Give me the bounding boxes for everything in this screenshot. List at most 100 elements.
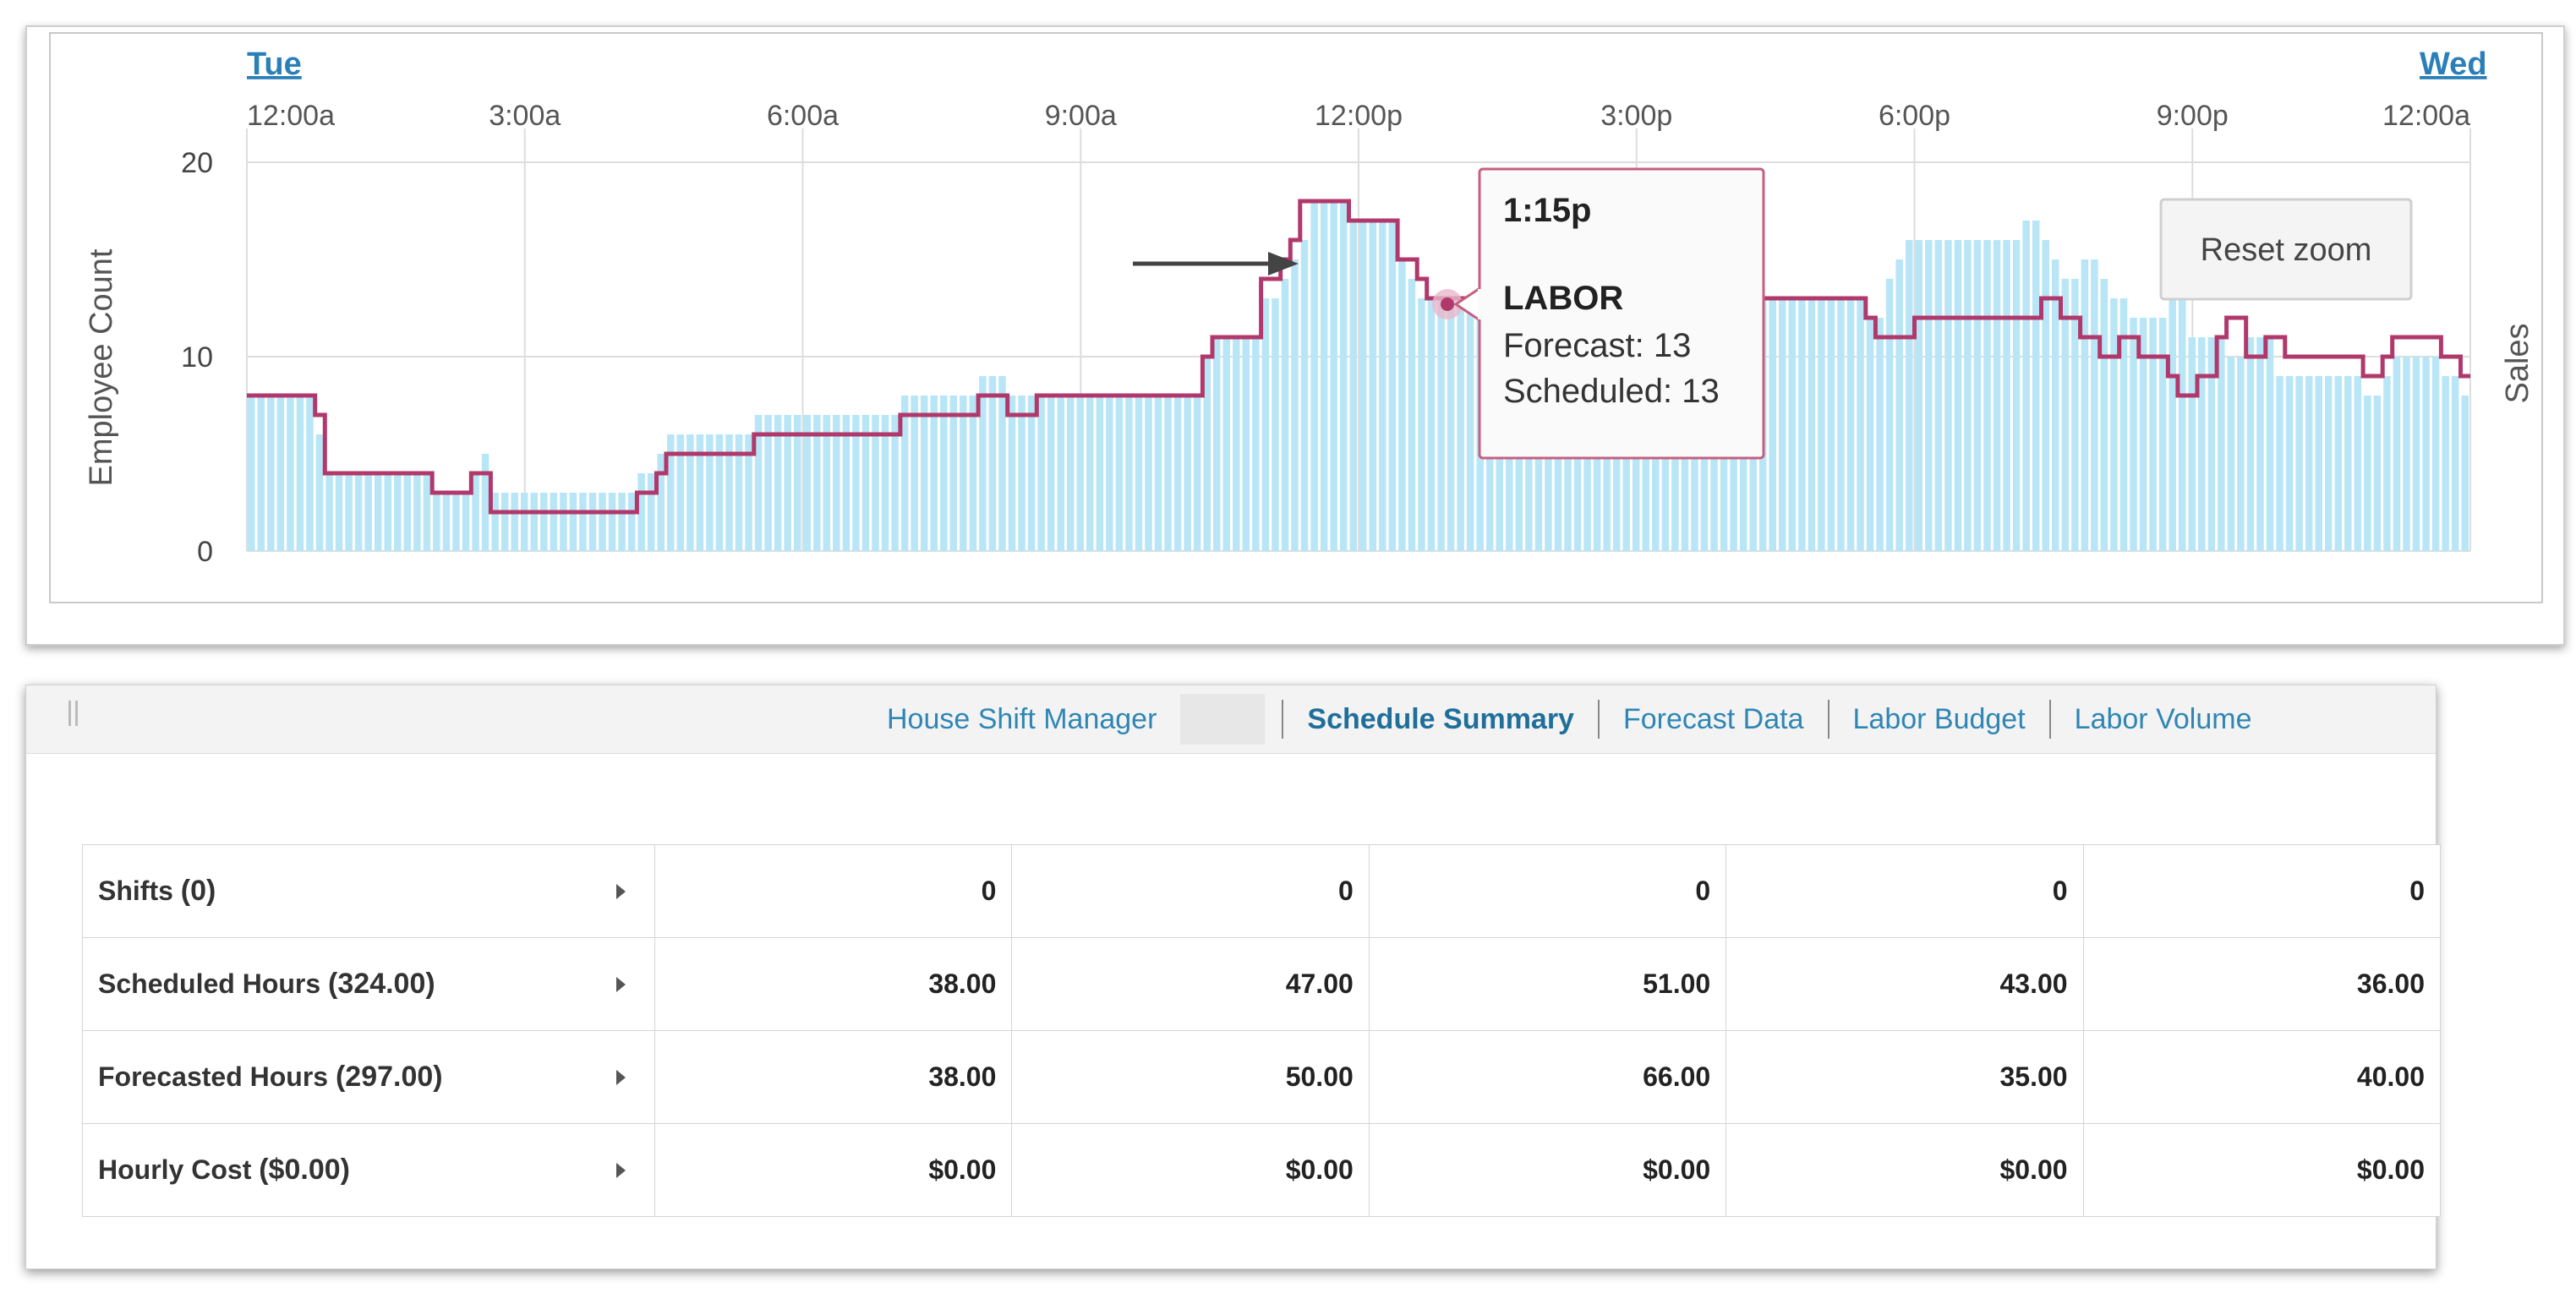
chart-bar (2246, 337, 2255, 551)
chart-bar (1242, 337, 1250, 551)
table-cell: 0 (2082, 844, 2442, 938)
reset-zoom-button[interactable]: Reset zoom (2159, 198, 2413, 301)
expand-caret-icon[interactable] (616, 883, 626, 899)
table-cell: 51.00 (1368, 937, 1727, 1031)
chart-bar (1973, 240, 1982, 551)
labor-chart[interactable]: 0 10 20 12:00a 3:00a 6:00a 9:00a 12:00p 3:00p 6:0… (51, 34, 2541, 602)
table-cell: 0 (1368, 844, 1727, 938)
chart-bar (627, 493, 636, 551)
chart-bar (1925, 240, 1933, 551)
x-tick-label: 12:00a (2382, 100, 2470, 132)
chart-bar (1339, 201, 1348, 551)
tab-house-shift-manager[interactable]: House Shift Manager (887, 703, 1157, 735)
row-label: Hourly Cost (98, 1154, 252, 1185)
chart-bar (315, 434, 324, 551)
expand-caret-icon[interactable] (616, 1162, 626, 1178)
chart-bar (2032, 221, 2040, 551)
chart-bar (2100, 279, 2108, 551)
tab-separator (1827, 700, 1829, 739)
chart-bar (1408, 279, 1416, 551)
chart-bar (803, 415, 812, 551)
row-label: Shifts (98, 876, 173, 906)
x-tick-label: 3:00a (489, 100, 561, 132)
chart-bar (1837, 298, 1845, 551)
chart-bar (969, 396, 977, 551)
day-link-start[interactable]: Tue (247, 46, 302, 82)
row-header-hourly-cost[interactable]: Hourly Cost ($0.00) (82, 1123, 655, 1217)
chart-bar (608, 493, 616, 551)
chart-bar (2393, 357, 2401, 551)
chart-bar (248, 396, 255, 551)
chart-bar (579, 493, 587, 551)
chart-bar (374, 473, 382, 551)
chart-bar (1018, 396, 1025, 551)
table-cell: 38.00 (654, 1030, 1013, 1124)
chart-bar (979, 376, 987, 551)
chart-bar (1222, 337, 1231, 551)
table-row-hourly-cost: Hourly Cost ($0.00) $0.00 $0.00 $0.00 $0… (82, 1123, 2442, 1217)
chart-bar (900, 396, 909, 551)
row-header-scheduled-hours[interactable]: Scheduled Hours (324.00) (82, 937, 655, 1031)
chart-bar (1047, 396, 1055, 551)
tab-schedule-summary[interactable]: Schedule Summary (1307, 703, 1574, 735)
chart-bar (764, 415, 772, 551)
chart-bar (988, 376, 997, 551)
chart-bar (2149, 318, 2157, 551)
tooltip-time: 1:15p (1503, 192, 1592, 229)
chart-bar (833, 415, 840, 551)
chart-bar (442, 493, 451, 551)
table-cell: $0.00 (1368, 1123, 1727, 1217)
y2-axis-title: Sales (2500, 323, 2535, 403)
chart-bar (500, 493, 509, 551)
chart-bar (530, 493, 539, 551)
chart-bar (2334, 376, 2343, 551)
x-tick-label: 9:00a (1045, 100, 1117, 132)
chart-bar (2403, 357, 2410, 551)
chart-bar (433, 493, 440, 551)
chart-bar (550, 493, 558, 551)
chart-bar (2276, 376, 2283, 551)
schedule-summary-table: Shifts (0) 0 0 0 0 0 Scheduled Hours (32… (82, 844, 2442, 1217)
chart-bar (1379, 221, 1386, 551)
chart-bar (267, 396, 275, 551)
tab-labor-volume[interactable]: Labor Volume (2074, 703, 2252, 735)
chart-bar (569, 493, 577, 551)
expand-caret-icon[interactable] (616, 976, 626, 992)
chart-bar (2022, 221, 2030, 551)
table-row-scheduled-hours: Scheduled Hours (324.00) 38.00 47.00 51.… (82, 937, 2442, 1031)
tab-forecast-data[interactable]: Forecast Data (1622, 703, 1804, 735)
expand-caret-icon[interactable] (616, 1069, 626, 1085)
chart-bar (793, 415, 801, 551)
schedule-summary-panel: House Shift Manager Schedule Summary For… (25, 685, 2442, 1269)
chart-bar (861, 415, 870, 551)
chart-bar (774, 415, 782, 551)
chart-tooltip: 1:15p LABOR Forecast: 13 Scheduled: 13 (1453, 167, 1765, 460)
day-link-end[interactable]: Wed (2420, 46, 2487, 82)
chart-bar (1457, 298, 1464, 551)
chart-bar (1788, 298, 1797, 551)
table-cell: 40.00 (2082, 1030, 2442, 1124)
chart-bar (920, 396, 928, 551)
chart-bar (325, 473, 333, 551)
tab-labor-budget[interactable]: Labor Budget (1852, 703, 2026, 735)
row-count: (324.00) (328, 968, 435, 1000)
chart-bar (1427, 298, 1436, 551)
tooltip-scheduled: Scheduled: 13 (1503, 373, 1720, 410)
chart-bar (852, 415, 860, 551)
chart-bar (1135, 396, 1143, 551)
chart-bar (1330, 201, 1337, 551)
chart-bar (1037, 396, 1045, 551)
row-header-forecasted-hours[interactable]: Forecasted Hours (297.00) (82, 1030, 655, 1124)
chart-bar (2373, 396, 2382, 551)
chart-bar (2237, 357, 2245, 551)
chart-bar (1866, 318, 1874, 551)
chart-bar (452, 493, 460, 551)
chart-bar (2061, 279, 2070, 551)
chart-bar (2383, 376, 2391, 551)
table-row-forecasted-hours: Forecasted Hours (297.00) 38.00 50.00 66… (82, 1030, 2442, 1124)
chart-bar (2315, 376, 2322, 551)
row-header-shifts[interactable]: Shifts (0) (82, 844, 655, 938)
labor-chart-panel: 0 10 20 12:00a 3:00a 6:00a 9:00a 12:00p 3:00p 6:0… (25, 25, 2565, 646)
table-cell: 36.00 (2082, 937, 2442, 1031)
drag-handle-icon[interactable] (68, 701, 82, 734)
